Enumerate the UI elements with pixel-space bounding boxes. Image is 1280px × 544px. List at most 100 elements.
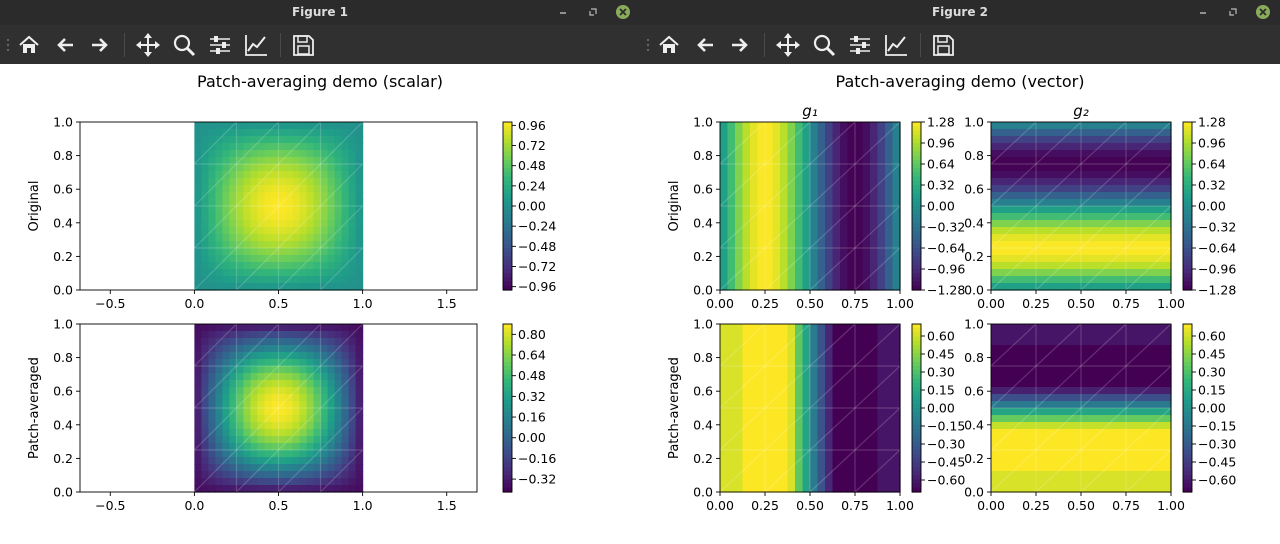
back-button[interactable] [691,31,719,59]
heatmap-cell [810,234,819,242]
heatmap-cell [772,164,781,172]
heatmap-cell [862,471,871,479]
forward-button[interactable] [726,31,754,59]
minimize-icon[interactable] [555,4,571,20]
restore-icon[interactable] [1225,4,1241,20]
heatmap-cell [1141,394,1150,402]
heatmap-cell [215,485,224,493]
heatmap-cell [1103,192,1112,200]
save-button[interactable] [289,31,317,59]
edit-axes-button[interactable] [882,31,910,59]
figure-canvas[interactable]: Patch-averaging demo (vector) 0.00 0.25 0.… [640,64,1280,544]
heatmap-cell [348,457,357,465]
home-button[interactable] [655,31,683,59]
minimize-icon[interactable] [1195,4,1211,20]
heatmap-cell [299,422,308,430]
heatmap-cell [201,227,210,235]
configure-subplots-button[interactable] [846,31,874,59]
close-icon[interactable] [1255,4,1271,20]
heatmap-cell [810,262,819,270]
restore-icon[interactable] [585,4,601,20]
heatmap-cell [1028,387,1037,395]
heatmap-cell [215,192,224,200]
heatmap-cell [222,394,231,402]
pan-button[interactable] [774,31,802,59]
titlebar[interactable]: Figure 2 [640,0,1280,25]
heatmap-cell [1028,129,1037,137]
heatmap-cell [1081,359,1090,367]
heatmap-cell [1051,150,1060,158]
subplot-1[interactable]: −0.5 0.0 0.5 1.0 1.50.00.20.40.60.81.0Origin… [27,115,556,312]
heatmap-cell [1148,373,1157,381]
heatmap-cell [998,380,1007,388]
figure-canvas[interactable]: Patch-averaging demo (scalar) −0.5 0.0 0.5… [0,64,640,544]
heatmap-cell [742,213,751,221]
save-button[interactable] [929,31,957,59]
heatmap-cell [802,422,811,430]
heatmap-cell [341,143,350,151]
heatmap-cell [840,450,849,458]
subplot-2[interactable]: −0.5 0.0 0.5 1.0 1.50.00.20.40.60.81.0Patch-… [27,317,556,514]
toolbar-grip[interactable] [6,37,10,53]
heatmap-cell [1118,283,1127,291]
heatmap-cell [1133,394,1142,402]
heatmap-cell [257,429,266,437]
colorbar-tick-label: 0.00 [518,199,546,214]
heatmap-cell [208,157,217,165]
home-button[interactable] [15,31,43,59]
heatmap-cell [327,213,336,221]
heatmap-cell [208,422,217,430]
heatmap-cell [787,255,796,263]
heatmap-cell [1066,234,1075,242]
heatmap-cell [1081,157,1090,165]
heatmap-cell [840,269,849,277]
subplot-5[interactable]: 0.00 0.25 0.50 0.75 1.000.00.20.40.60.81.0Pa… [667,317,965,514]
heatmap-cell [1126,359,1135,367]
heatmap-cell [306,192,315,200]
titlebar[interactable]: Figure 1 [0,0,640,25]
heatmap-cell [257,359,266,367]
close-icon[interactable] [615,4,631,20]
heatmap-cells [991,122,1172,291]
pan-button[interactable] [134,31,162,59]
heatmap-cell [229,450,238,458]
heatmap-cell [334,157,343,165]
heatmap-cell [802,429,811,437]
heatmap-cell [257,394,266,402]
edit-axes-button[interactable] [242,31,270,59]
heatmap-cell [1163,443,1172,451]
back-button[interactable] [51,31,79,59]
heatmap-cell [825,478,834,486]
subplot-3[interactable]: 0.00 0.25 0.50 0.75 1.000.00.20.40.60.81.0Or… [667,102,965,311]
heatmap-cell [1051,457,1060,465]
heatmap-cell [208,443,217,451]
heatmap-cell [292,241,301,249]
colorbar: 0.960.720.480.240.00−0.24−0.48−0.72−0.96 [502,118,556,294]
heatmap-cell [862,276,871,284]
heatmap-cell [787,478,796,486]
zoom-button[interactable] [170,31,198,59]
heatmap-cell [1133,380,1142,388]
subplot-6[interactable]: 0.00 0.25 0.50 0.75 1.000.00.20.40.60.81.00.… [964,317,1236,514]
subplot-4[interactable]: 0.00 0.25 0.50 0.75 1.000.00.20.40.60.81.0g₂… [964,102,1236,311]
heatmap-cell [334,366,343,374]
zoom-button[interactable] [810,31,838,59]
heatmap-cell [250,262,259,270]
configure-subplots-icon [210,36,230,54]
heatmap-cell [727,241,736,249]
heatmap-cell [750,331,759,339]
configure-subplots-button[interactable] [206,31,234,59]
heatmap-cell [998,352,1007,360]
toolbar-grip[interactable] [646,37,650,53]
colorbar-band [912,235,921,241]
heatmap-cell [292,324,301,332]
heatmap-cell [285,324,294,332]
heatmap-cell [1111,283,1120,291]
heatmap-cell [1141,192,1150,200]
colorbar-band [503,122,512,127]
heatmap-cell [222,324,231,332]
heatmap-cell [780,157,789,165]
colorbar-band [503,260,512,266]
colorbar-band [503,420,512,426]
forward-button[interactable] [86,31,114,59]
